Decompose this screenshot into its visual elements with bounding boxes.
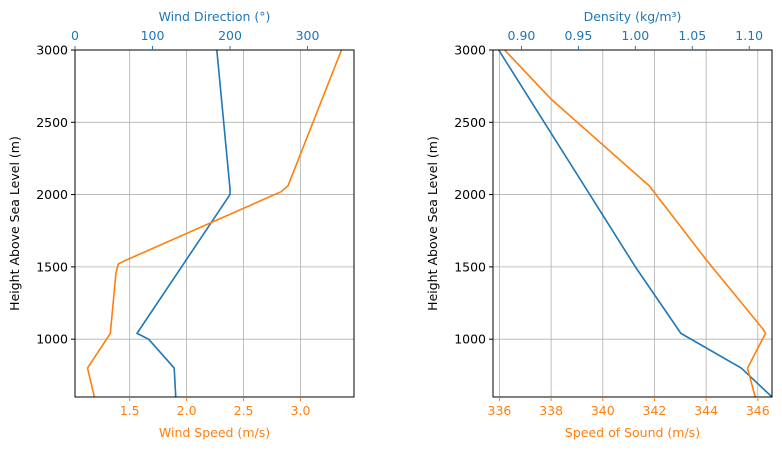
y-tick-label: 3000	[36, 43, 68, 58]
x-bottom-tick-label: 344	[694, 403, 718, 418]
x-top-tick-label: 100	[141, 28, 165, 43]
x-bottom-tick-label: 342	[643, 403, 667, 418]
y-tick-label: 1500	[454, 259, 486, 274]
x-bottom-tick-label: 1.5	[120, 403, 140, 418]
y-axis-label: Height Above Sea Level (m)	[425, 136, 440, 311]
x-top-tick-label: 1.05	[678, 28, 706, 43]
plot-frame	[492, 49, 773, 398]
plot-frame	[74, 49, 355, 398]
x-bottom-axis-label: Speed of Sound (m/s)	[565, 425, 700, 440]
x-top-tick-label: 0	[71, 28, 79, 43]
x-top-tick-label: 1.00	[621, 28, 649, 43]
x-bottom-tick-label: 346	[746, 403, 770, 418]
series-line-orange	[504, 50, 767, 397]
y-tick-label: 3000	[454, 43, 486, 58]
chart-panel-1: 1000 1500 2000 2500 3000 1.5 2.0 2.5 3.0 0 100 200 3…	[7, 9, 355, 440]
y-tick-label: 1000	[454, 332, 486, 347]
y-tick-label: 1000	[36, 332, 68, 347]
x-top-axis-label: Density (kg/m³)	[584, 9, 682, 24]
x-top-tick-label: 300	[296, 28, 320, 43]
x-bottom-axis-label: Wind Speed (m/s)	[159, 425, 270, 440]
x-bottom-tick-label: 3.0	[291, 403, 311, 418]
y-tick-label: 2500	[454, 115, 486, 130]
x-top-tick-label: 200	[218, 28, 242, 43]
y-tick-label: 2500	[36, 115, 68, 130]
x-top-tick-label: 0.95	[564, 28, 592, 43]
y-tick-label: 2000	[454, 187, 486, 202]
x-top-axis-label: Wind Direction (°)	[159, 9, 271, 24]
y-tick-label: 2000	[36, 187, 68, 202]
series-line-blue	[136, 50, 231, 397]
series-line-orange	[86, 50, 343, 397]
x-bottom-tick-label: 336	[488, 403, 512, 418]
chart-panel-2: 1000 1500 2000 2500 3000 336 338 340 342 344 346 0.…	[425, 9, 773, 440]
x-bottom-tick-label: 2.0	[177, 403, 197, 418]
x-bottom-tick-label: 2.5	[234, 403, 254, 418]
x-bottom-tick-label: 338	[539, 403, 563, 418]
series-line-blue	[498, 50, 772, 397]
x-top-tick-label: 1.10	[735, 28, 763, 43]
x-bottom-tick-label: 340	[591, 403, 615, 418]
x-top-tick-label: 0.90	[508, 28, 536, 43]
y-tick-label: 1500	[36, 259, 68, 274]
y-axis-label: Height Above Sea Level (m)	[7, 136, 22, 311]
